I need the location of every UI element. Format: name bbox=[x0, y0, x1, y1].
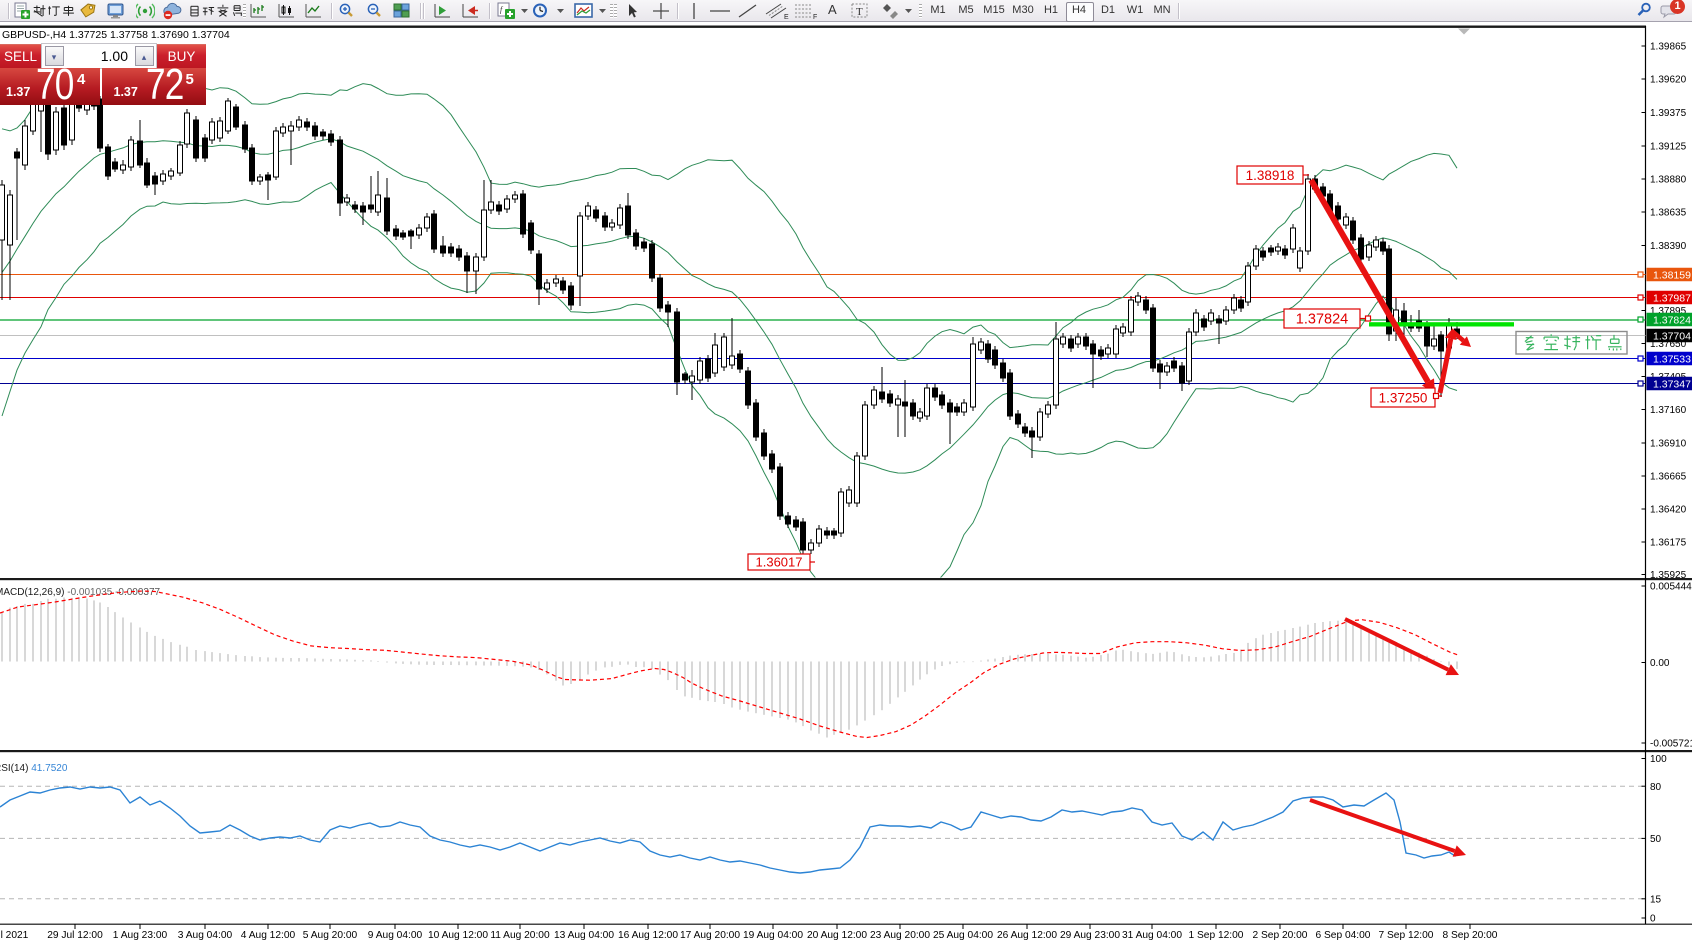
svg-text:1.39125: 1.39125 bbox=[1650, 142, 1687, 153]
svg-text:0.005444: 0.005444 bbox=[1650, 582, 1692, 593]
svg-text:1 Sep 12:00: 1 Sep 12:00 bbox=[1189, 930, 1244, 941]
svg-text:0: 0 bbox=[1650, 914, 1656, 925]
svg-text:1.36420: 1.36420 bbox=[1650, 505, 1687, 516]
svg-text:T: T bbox=[856, 6, 863, 18]
svg-text:1.38390: 1.38390 bbox=[1650, 241, 1687, 252]
svg-text:MACD(12,26,9) -0.001035 -0.000: MACD(12,26,9) -0.001035 -0.000377 bbox=[0, 587, 161, 598]
svg-text:1.37533: 1.37533 bbox=[1653, 353, 1691, 365]
svg-text:1.39620: 1.39620 bbox=[1650, 75, 1687, 86]
svg-text:26 Aug 12:00: 26 Aug 12:00 bbox=[997, 930, 1057, 941]
svg-text:17 Aug 20:00: 17 Aug 20:00 bbox=[680, 930, 740, 941]
svg-text:11 Aug 20:00: 11 Aug 20:00 bbox=[490, 930, 550, 941]
svg-text:13 Aug 04:00: 13 Aug 04:00 bbox=[554, 930, 614, 941]
svg-text:1.37650: 1.37650 bbox=[1650, 339, 1687, 350]
svg-text:4 Aug 12:00: 4 Aug 12:00 bbox=[241, 930, 296, 941]
svg-text:8 Sep 20:00: 8 Sep 20:00 bbox=[1443, 930, 1498, 941]
svg-text:10 Aug 12:00: 10 Aug 12:00 bbox=[428, 930, 488, 941]
svg-text:1.37987: 1.37987 bbox=[1653, 292, 1691, 304]
svg-text:6 Sep 04:00: 6 Sep 04:00 bbox=[1316, 930, 1371, 941]
svg-text:1.37824: 1.37824 bbox=[1296, 312, 1348, 328]
svg-text:1.36175: 1.36175 bbox=[1650, 538, 1687, 549]
svg-text:1.37704: 1.37704 bbox=[1653, 330, 1691, 342]
svg-text:1.36017: 1.36017 bbox=[756, 555, 803, 570]
svg-text:29 Aug 23:00: 29 Aug 23:00 bbox=[1060, 930, 1120, 941]
svg-text:GBPUSD-,H4 1.37725 1.37758 1.: GBPUSD-,H4 1.37725 1.37758 1.37690 1.377… bbox=[2, 29, 230, 41]
svg-text:1.38159: 1.38159 bbox=[1653, 269, 1691, 281]
svg-text:1.36910: 1.36910 bbox=[1650, 439, 1687, 450]
svg-text:3 Aug 04:00: 3 Aug 04:00 bbox=[178, 930, 233, 941]
svg-text:80: 80 bbox=[1650, 782, 1662, 793]
svg-text:0.00: 0.00 bbox=[1650, 658, 1670, 669]
svg-text:25 Aug 04:00: 25 Aug 04:00 bbox=[933, 930, 993, 941]
svg-text:50: 50 bbox=[1650, 834, 1662, 845]
svg-text:1.37895: 1.37895 bbox=[1650, 306, 1687, 317]
svg-text:20 Aug 12:00: 20 Aug 12:00 bbox=[807, 930, 867, 941]
svg-text:1.37347: 1.37347 bbox=[1653, 378, 1691, 390]
svg-text:1.37824: 1.37824 bbox=[1653, 314, 1691, 326]
svg-text:16 Aug 12:00: 16 Aug 12:00 bbox=[618, 930, 678, 941]
svg-text:29 Jul 12:00: 29 Jul 12:00 bbox=[47, 930, 103, 941]
svg-text:1.35925: 1.35925 bbox=[1650, 570, 1687, 581]
svg-text:F: F bbox=[813, 14, 817, 20]
svg-text:31 Aug 04:00: 31 Aug 04:00 bbox=[1122, 930, 1182, 941]
svg-text:1.36665: 1.36665 bbox=[1650, 472, 1687, 483]
svg-text:1.38918: 1.38918 bbox=[1246, 168, 1295, 183]
svg-text:23 Aug 20:00: 23 Aug 20:00 bbox=[870, 930, 930, 941]
svg-text:5 Aug 20:00: 5 Aug 20:00 bbox=[303, 930, 358, 941]
svg-text:1 Aug 23:00: 1 Aug 23:00 bbox=[113, 930, 168, 941]
svg-text:1.37160: 1.37160 bbox=[1650, 405, 1687, 416]
svg-text:1.37250: 1.37250 bbox=[1379, 390, 1428, 405]
svg-text:1.38880: 1.38880 bbox=[1650, 175, 1687, 186]
svg-text:28 Jul 2021: 28 Jul 2021 bbox=[0, 930, 29, 941]
svg-text:7 Sep 12:00: 7 Sep 12:00 bbox=[1379, 930, 1434, 941]
svg-text:19 Aug 04:00: 19 Aug 04:00 bbox=[743, 930, 803, 941]
svg-text:RSI(14) 41.7520: RSI(14) 41.7520 bbox=[0, 763, 68, 774]
svg-text:1.38635: 1.38635 bbox=[1650, 208, 1687, 219]
svg-text:1.39375: 1.39375 bbox=[1650, 108, 1687, 119]
svg-text:100: 100 bbox=[1650, 754, 1667, 765]
svg-text:9 Aug 04:00: 9 Aug 04:00 bbox=[368, 930, 423, 941]
svg-text:f: f bbox=[500, 5, 504, 14]
svg-text:E: E bbox=[784, 14, 789, 20]
svg-text:-0.005721: -0.005721 bbox=[1650, 739, 1692, 750]
svg-text:2 Sep 20:00: 2 Sep 20:00 bbox=[1253, 930, 1308, 941]
svg-text:15: 15 bbox=[1650, 894, 1662, 905]
svg-text:1.39865: 1.39865 bbox=[1650, 42, 1687, 53]
